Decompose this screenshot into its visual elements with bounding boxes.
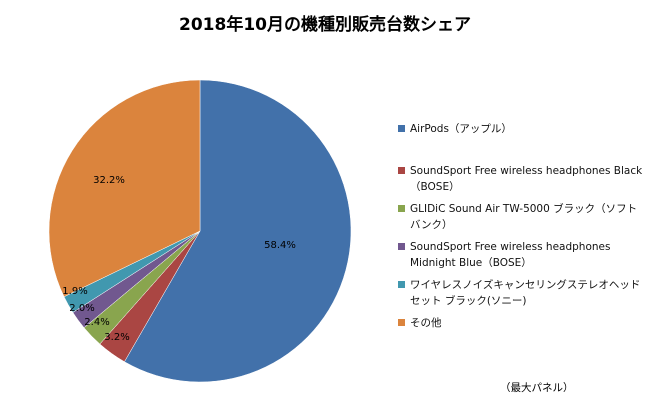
legend-swatch <box>398 281 405 288</box>
pie-slice <box>48 79 201 298</box>
legend-label: GLIDiC Sound Air TW-5000 ブラック（ソフトバンク） <box>410 203 638 231</box>
legend-item: ワイヤレスノイズキャンセリングステレオヘッドセット ブラック(ソニー) <box>398 277 648 309</box>
legend-label: SoundSport Free wireless headphones Midn… <box>410 241 611 269</box>
legend: AirPods（アップル） SoundSport Free wireless he… <box>398 121 648 331</box>
legend-item: GLIDiC Sound Air TW-5000 ブラック（ソフトバンク） <box>398 201 648 233</box>
legend-item: SoundSport Free wireless headphones Blac… <box>398 163 648 195</box>
legend-label: その他 <box>410 317 442 329</box>
pie-slice <box>124 79 352 383</box>
legend-label: ワイヤレスノイズキャンセリングステレオヘッドセット ブラック(ソニー) <box>410 279 641 307</box>
slice-data-label: 1.9% <box>62 286 87 297</box>
legend-item: SoundSport Free wireless headphones Midn… <box>398 239 648 271</box>
slice-data-label: 32.2% <box>93 175 125 186</box>
legend-swatch <box>398 125 405 132</box>
legend-swatch <box>398 243 405 250</box>
slice-data-label: 3.2% <box>104 332 129 343</box>
legend-label: SoundSport Free wireless headphones Blac… <box>410 165 643 193</box>
slice-data-label: 2.4% <box>84 317 109 328</box>
chart-title: 2018年10月の機種別販売台数シェア <box>179 15 471 35</box>
legend-swatch <box>398 205 405 212</box>
slice-data-label: 58.4% <box>264 240 296 251</box>
legend-swatch <box>398 319 405 326</box>
slice-data-label: 2.0% <box>69 303 94 314</box>
legend-label: AirPods（アップル） <box>410 123 512 135</box>
legend-item: その他 <box>398 315 648 331</box>
legend-item: AirPods（アップル） <box>398 121 648 137</box>
legend-swatch <box>398 167 405 174</box>
source-note: （最大パネル） <box>500 382 574 394</box>
